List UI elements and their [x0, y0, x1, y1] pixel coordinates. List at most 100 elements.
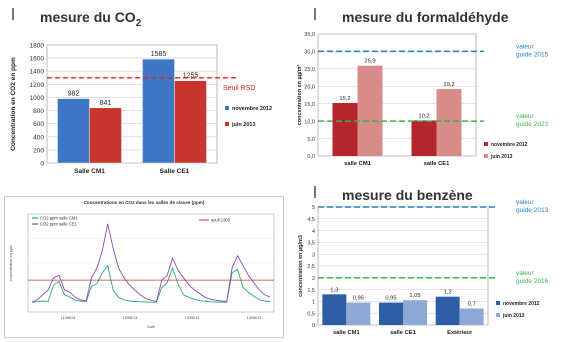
formaldehyde-data-label: 25,9: [364, 59, 375, 65]
benzene-legend-swatch: [496, 313, 500, 317]
benzene-legend-label: juin 2013: [502, 313, 525, 319]
formaldehyde-legend-swatch: [484, 142, 488, 146]
co2-y-axis-label: Concentration en CO2 en ppm: [10, 57, 17, 151]
co2-title-main: mesure du CO: [40, 9, 136, 25]
formaldehyde-category-label: salle CE1: [424, 161, 451, 167]
ts-threshold-legend-label: seuil 1300: [211, 218, 231, 223]
co2-bar: [142, 58, 175, 164]
ts-series-line: [31, 223, 271, 303]
formaldehyde-y-axis-label: concentration en µg/m³: [296, 65, 303, 126]
ts-y-axis-label: concentration en ppm: [9, 245, 13, 282]
ts-xtick-label: 13/06/13: [185, 316, 200, 320]
benzene-guide-label: guide 2016: [516, 278, 549, 285]
formaldehyde-data-label: 19,2: [443, 82, 454, 88]
benzene-ytick-label: 2: [312, 276, 315, 282]
benzene-bar: [379, 302, 403, 325]
ts-title: Concentrations en CO2 dans les salles de…: [84, 200, 205, 205]
benzene-guide-label: valeur: [516, 199, 535, 206]
ts-legend-label: CO2 ppm salle CM1: [40, 216, 78, 221]
co2-ytick-label: 1800: [30, 43, 45, 50]
formaldehyde-ytick-label: 15,0: [304, 102, 315, 108]
benzene-ytick-label: 2,5: [307, 264, 315, 270]
formaldehyde-ytick-label: 30,0: [304, 50, 315, 56]
formaldehyde-bar: [411, 120, 437, 156]
benzene-bar: [403, 300, 427, 325]
co2-ytick-label: 1600: [30, 56, 45, 63]
benzene-data-label: 1,3: [330, 287, 338, 293]
formaldehyde-legend-label: novembre 2012: [491, 142, 528, 148]
ts-xtick-label: 14/06/13: [247, 316, 262, 320]
benzene-ytick-label: 0: [312, 323, 315, 329]
ts-series-line: [31, 264, 271, 303]
co2-ytick-label: 1400: [30, 69, 45, 76]
benzene-ytick-label: 4: [312, 229, 315, 235]
co2-bar: [174, 80, 207, 164]
benzene-data-label: 0,95: [385, 296, 396, 302]
benzene-guide-label: guide 2013: [516, 207, 549, 214]
formaldehyde-legend-swatch: [484, 154, 488, 158]
co2-legend-label: juin 2013: [231, 122, 256, 128]
co2-bar: [89, 107, 122, 164]
co2-data-label: 1585: [151, 51, 167, 58]
co2-legend-label: novembre 2012: [232, 106, 272, 112]
co2-category-label: Salle CE1: [160, 168, 190, 175]
formaldehyde-ytick-label: 25,0: [304, 67, 315, 73]
formaldehyde-bar: [332, 103, 358, 156]
co2-ytick-label: 1000: [30, 95, 45, 102]
benzene-title-marker: [314, 186, 316, 198]
benzene-data-label: 0,7: [468, 301, 476, 307]
formaldehyde-ytick-label: 20,0: [304, 84, 315, 90]
benzene-ytick-label: 4,5: [307, 217, 315, 223]
co2-ytick-label: 600: [33, 121, 44, 128]
formaldehyde-legend-label: juin 2013: [490, 154, 513, 160]
formaldehyde-guide-label: guide 2023: [516, 121, 549, 128]
ts-x-axis-label: Date: [147, 325, 155, 329]
formaldehyde-guide-label: valeur: [516, 113, 535, 120]
benzene-ytick-label: 0,5: [307, 311, 315, 317]
benzene-chart: 0 0,5 1 1,5 2 2,5 3 3,5 4 4,5 5 concentration en µg…: [298, 199, 549, 336]
formaldehyde-title: mesure du formaldéhyde: [342, 9, 509, 25]
benzene-data-label: 1,05: [409, 293, 420, 299]
benzene-bar: [346, 302, 371, 325]
formaldehyde-guide-label: valeur: [516, 43, 535, 50]
benzene-legend-label: novembre 2012: [503, 301, 540, 307]
co2-data-label: 841: [100, 100, 112, 107]
co2-ytick-label: 200: [33, 147, 44, 154]
formaldehyde-category-label: salle CM1: [344, 161, 372, 167]
ts-xtick-label: 11/06/13: [61, 316, 76, 320]
benzene-category-label: Extérieur: [447, 330, 473, 336]
formaldehyde-title-marker: [314, 8, 316, 20]
benzene-ytick-label: 3,5: [307, 241, 315, 247]
benzene-ytick-label: 1: [312, 300, 315, 306]
formaldehyde-data-label: 10,2: [418, 113, 429, 119]
co2-title: mesure du CO2: [40, 9, 141, 29]
benzene-bar: [435, 296, 460, 325]
co2-data-label: 982: [68, 91, 80, 98]
benzene-category-label: salle CE1: [390, 330, 417, 336]
co2-threshold-label: Seuil RSD: [223, 85, 255, 92]
co2-title-subscript: 2: [135, 17, 142, 29]
benzene-data-label: 1,2: [444, 290, 452, 296]
ts-legend-label: CO2 ppm salle CE1: [40, 222, 78, 227]
formaldehyde-data-label: 15,2: [339, 96, 350, 102]
formaldehyde-bar: [357, 65, 383, 156]
co2-bar: [57, 98, 90, 164]
co2-ytick-label: 0: [40, 161, 44, 168]
formaldehyde-guide-label: guide 2015: [516, 51, 549, 58]
ts-xtick-label: 12/06/13: [123, 316, 138, 320]
benzene-y-axis-label: concentration en µg/m3: [298, 235, 304, 297]
benzene-category-label: salle CM1: [333, 330, 361, 336]
formaldehyde-ytick-label: 35,0: [304, 32, 315, 38]
co2-title-marker: [12, 8, 14, 20]
benzene-guide-label: valeur: [516, 270, 535, 277]
co2-legend-swatch: [225, 106, 229, 110]
formaldehyde-ytick-label: 10,0: [304, 119, 315, 125]
formaldehyde-ytick-label: 5,0: [307, 137, 315, 143]
co2-ytick-label: 400: [33, 134, 44, 141]
benzene-ytick-label: 1,5: [307, 288, 315, 294]
co2-ytick-label: 1200: [30, 82, 45, 89]
co2-chart: 0 200 400 600 800 1000 1200 1400 1600 1800 Concent…: [10, 43, 272, 176]
co2-ytick-label: 800: [33, 108, 44, 115]
benzene-ytick-label: 3: [312, 252, 315, 258]
benzene-legend-swatch: [496, 301, 500, 305]
